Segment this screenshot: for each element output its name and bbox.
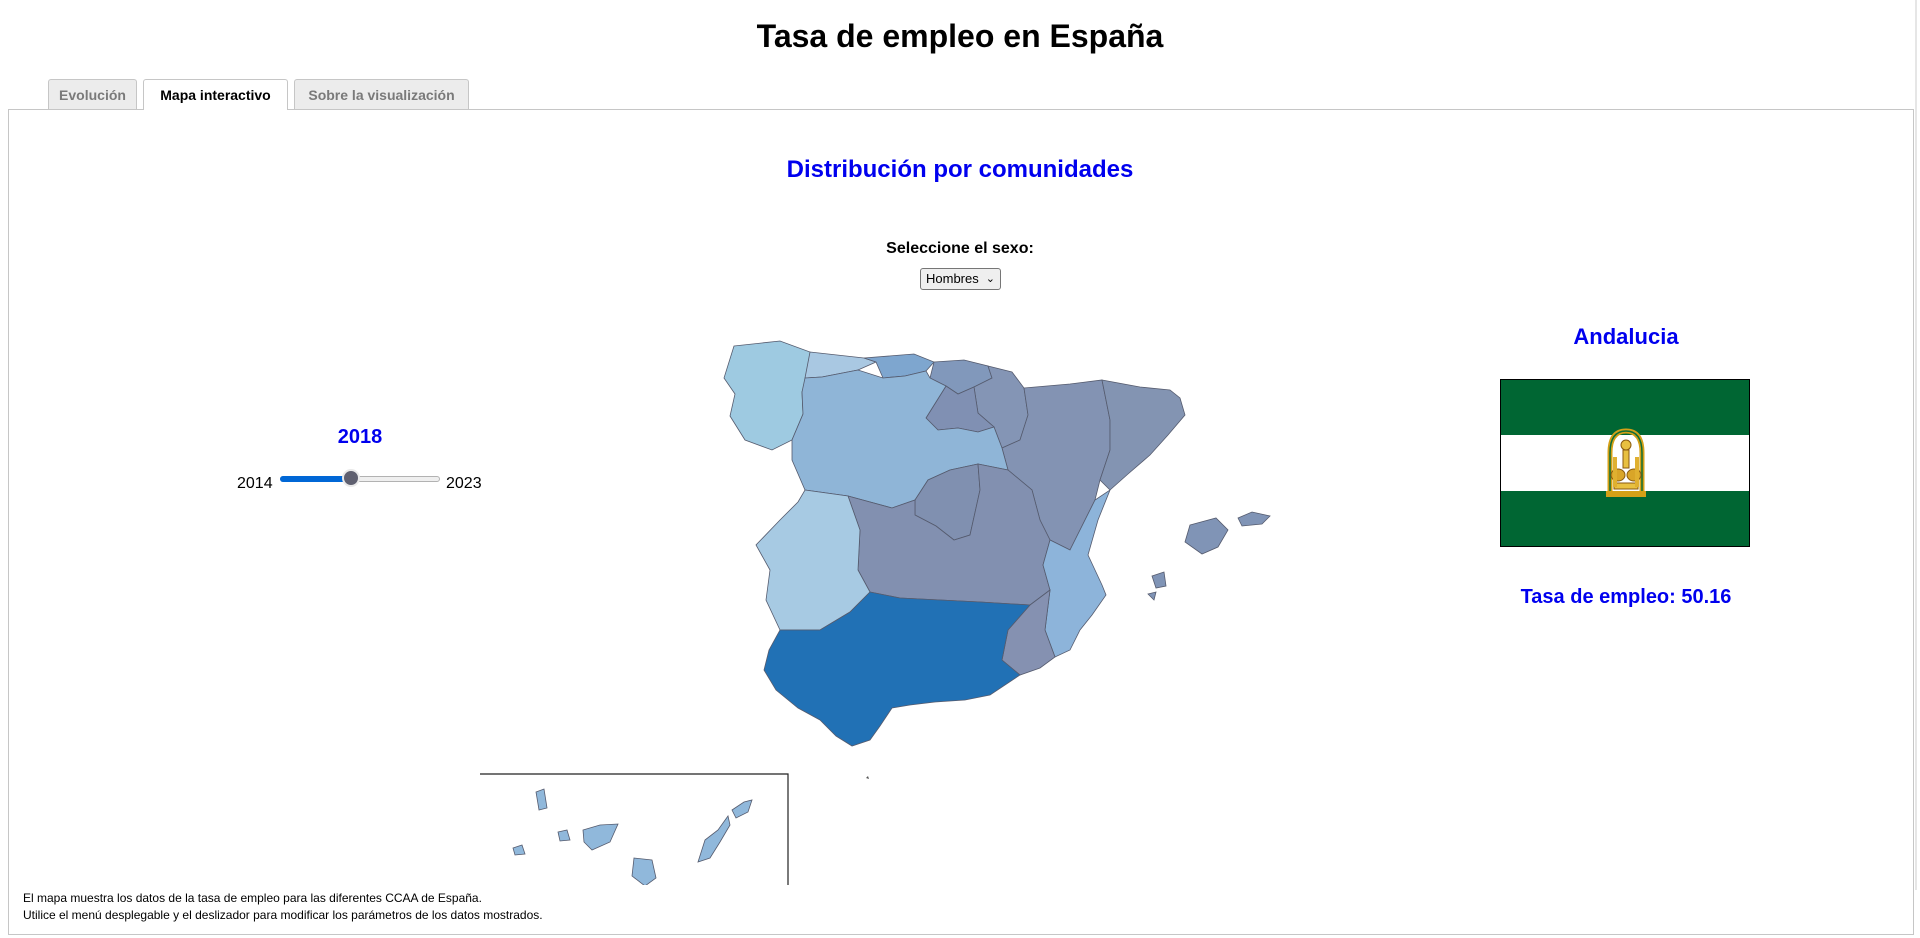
tab-evolucion[interactable]: Evolución [48,79,137,109]
region-baleares-ibiza[interactable] [1151,571,1167,589]
region-flag [1500,379,1750,547]
region-baleares-formentera[interactable] [1147,591,1157,601]
section-title: Distribución por comunidades [786,156,1134,183]
year-slider-min-label: 2014 [237,475,273,492]
tab-content-panel [8,109,1914,935]
sex-select-value: Hombres [926,271,979,286]
flag-stripe-bottom [1501,490,1749,546]
year-slider-thumb[interactable] [342,469,361,487]
spain-choropleth-map [480,340,1271,885]
page-title: Tasa de empleo en España [756,18,1164,54]
year-slider-value: 2018 [337,426,383,448]
sex-filter-label: Seleccione el sexo: [886,240,1034,257]
region-canarias-lanzarote[interactable] [731,799,753,819]
canarias-inset-frame [480,773,789,885]
sex-select-dropdown[interactable]: Hombres ⌄ [920,268,1001,290]
year-slider-fill [280,476,352,482]
tab-sobre-la-visualizacion[interactable]: Sobre la visualización [294,79,469,109]
andalucia-coat-of-arms-icon [1606,428,1646,497]
spain-mainland-regions [723,340,1186,747]
scrollbar[interactable] [1915,0,1917,890]
employment-rate-text: Tasa de empleo: 50.16 [1520,586,1732,608]
region-canarias-la-palma[interactable] [535,788,548,811]
map-description: El mapa muestra los datos de la tasa de … [23,890,543,924]
selected-region-name: Andalucia [1573,324,1679,349]
region-cataluna[interactable] [1099,379,1186,491]
region-canarias-gran-canaria[interactable] [631,857,657,885]
tab-mapa-interactivo[interactable]: Mapa interactivo [143,79,288,110]
tab-bar: Evolución Mapa interactivo Sobre la visu… [8,79,1913,110]
map-description-line-1: El mapa muestra los datos de la tasa de … [23,891,482,905]
flag-stripe-top [1501,380,1749,436]
region-baleares-mallorca[interactable] [1184,517,1229,555]
region-canarias-el-hierro[interactable] [512,844,526,856]
chevron-down-icon: ⌄ [985,273,995,285]
region-canarias-la-gomera[interactable] [557,829,571,842]
map-dot-ceuta [866,776,869,779]
region-canarias-fuerteventura[interactable] [697,815,731,863]
year-slider-max-label: 2023 [446,475,482,492]
region-comunidad-valenciana[interactable] [1042,488,1111,658]
map-description-line-2: Utilice el menú desplegable y el desliza… [23,908,543,922]
year-slider-track[interactable] [280,476,440,482]
region-canarias-tenerife[interactable] [582,823,619,851]
spain-islands [512,511,1271,885]
region-andalucia[interactable] [763,591,1031,747]
region-baleares-menorca[interactable] [1237,511,1271,527]
